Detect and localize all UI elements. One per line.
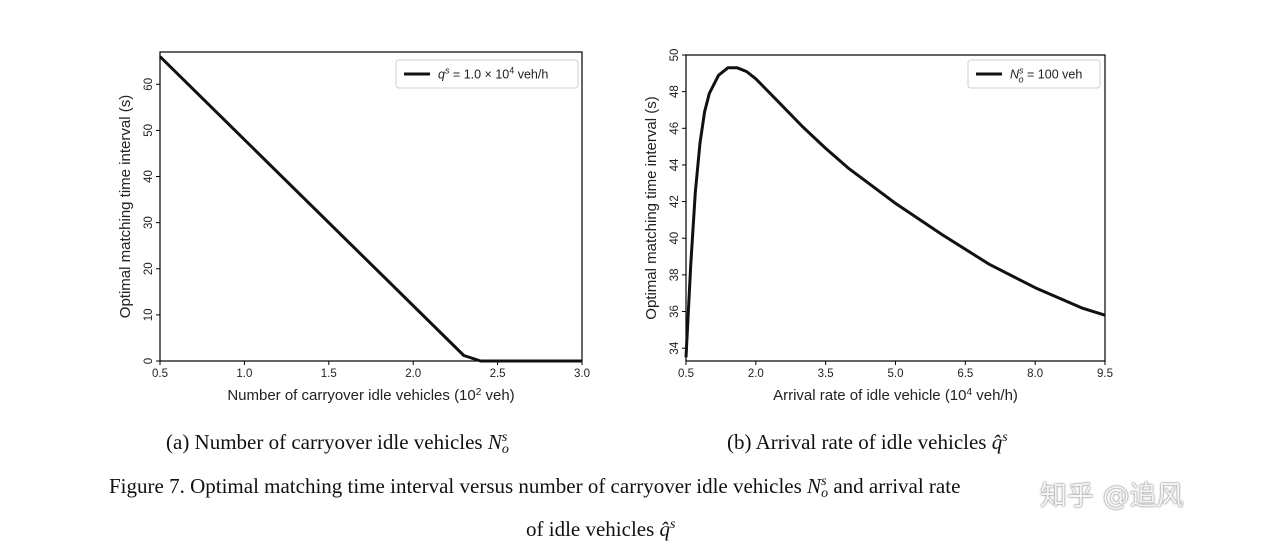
x-tick-label: 6.5 [957,368,973,380]
legend-label: qs = 1.0 × 104 veh/h [438,66,548,82]
legend-symbol: N [1010,68,1020,82]
zhihu-watermark: 知乎 @追风 [1040,481,1184,512]
subcaption-b-text: (b) Arrival rate of idle vehicles [727,430,992,454]
legend-symbol-sup: s [1019,66,1024,76]
x-tick-label: 3.0 [574,368,590,380]
legend-value: = 1.0 × 10 [449,68,509,82]
legend-box [395,59,579,89]
legend-symbol-sup: s [445,66,450,76]
y-tick-label: 0 [143,358,155,364]
legend-label: Ns o = 100 veh [1010,66,1082,85]
x-tick-label: 5.0 [888,368,904,380]
figure-caption-sup1: s [821,474,827,490]
plot-frame [685,54,1106,362]
x-tick-label: 1.5 [321,368,337,380]
figure-caption-text1: Figure 7. Optimal matching time interval… [109,474,808,498]
figure-caption-symbol2: q̂ [659,517,671,541]
subcaption-a-symbol: N [487,430,502,454]
y-tick-label: 40 [669,232,681,245]
legend-symbol-sub: o [1019,75,1024,85]
panel-a-chart: 0.5 1.0 1.5 2.0 2.5 3.0 0 10 20 30 40 50 60 Number of… [117,51,590,405]
x-tick-label: 8.0 [1027,368,1043,380]
y-tick-label: 34 [669,341,681,354]
y-tick-label: 46 [669,122,681,135]
y-tick-label: 48 [669,85,681,98]
subcaption-a-sub: o [501,442,509,458]
figure-caption-symbol1: N [807,474,822,498]
plot-frame [159,51,583,362]
series-line [684,66,1106,358]
x-tick-label: 2.0 [405,368,421,380]
x-axis-label-tail: veh/h) [972,387,1018,404]
figure-caption-sub1: o [821,486,829,502]
y-tick-label: 36 [669,305,681,318]
x-axis-label-main: Number of carryover idle vehicles (10 [227,387,475,404]
x-tick-label: 3.5 [818,368,834,380]
legend-symbol: q [438,68,445,82]
subcaption-a-sup: s [501,430,508,446]
legend-value-sup: 4 [509,66,514,76]
y-tick-label: 60 [143,78,155,91]
figure-caption-line1: Figure 7. Optimal matching time interval… [109,474,961,502]
y-axis-label: Optimal matching time interval (s) [117,95,134,318]
series-line [158,55,582,363]
figure-caption-line2: of idle vehicles q̂s [526,517,676,542]
figure-caption-sup2: s [670,517,676,532]
x-axis-label-sup: 4 [967,387,973,398]
x-tick-label: 2.0 [748,368,764,380]
x-axis-label-sup: 2 [476,387,482,398]
x-tick-label: 0.5 [678,368,694,380]
subcaption-a-text: (a) Number of carryover idle vehicles [166,430,488,454]
x-axis-label-tail: veh) [481,387,514,404]
y-tick-label: 10 [143,308,155,321]
y-tick-label: 50 [143,124,155,137]
x-tick-label: 1.0 [236,368,252,380]
subcaption-b-sup: s [1002,430,1008,445]
x-tick-label: 9.5 [1097,368,1113,380]
x-tick-label: 0.5 [152,368,168,380]
y-tick-label: 42 [669,195,681,208]
y-tick-label: 50 [669,49,681,62]
legend-value: = 100 veh [1024,68,1083,82]
y-tick-label: 44 [669,158,681,171]
y-tick-label: 20 [143,262,155,275]
y-axis-label: Optimal matching time interval (s) [643,96,660,319]
x-axis-label: Arrival rate of idle vehicle (104 veh/h) [773,387,1018,405]
x-axis-label-main: Arrival rate of idle vehicle (10 [773,387,966,404]
subcaption-b-symbol: q̂ [991,430,1003,454]
y-tick-label: 40 [143,170,155,183]
x-axis-label: Number of carryover idle vehicles (102 v… [227,387,514,405]
panel-b-chart: 0.5 2.0 3.5 5.0 6.5 8.0 9.5 34 36 38 40 42 44 46 48 50 A… [643,49,1113,404]
figure-caption-tail1: and arrival rate [828,474,961,498]
legend-box [967,59,1101,89]
legend-unit: veh/h [514,68,548,82]
y-tick-label: 38 [669,268,681,281]
y-tick-label: 30 [143,216,155,229]
x-tick-label: 2.5 [490,368,506,380]
subcaption-b: (b) Arrival rate of idle vehicles q̂s [727,430,1008,455]
figure-caption-text2: of idle vehicles [526,517,660,541]
